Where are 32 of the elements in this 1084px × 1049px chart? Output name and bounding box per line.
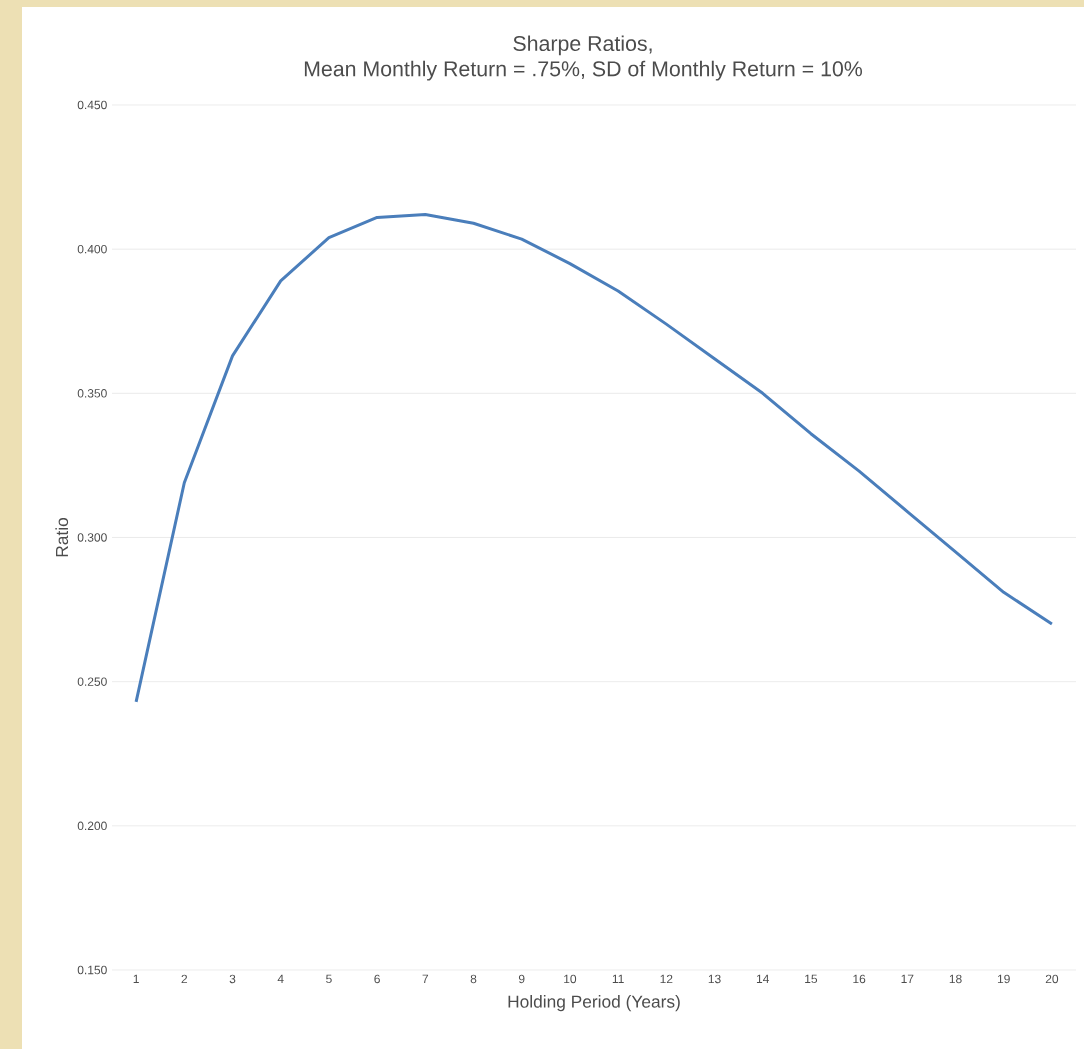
x-tick-label: 6 bbox=[374, 974, 380, 984]
x-tick-label: 16 bbox=[853, 974, 866, 984]
y-tick-label: 0.400 bbox=[77, 244, 107, 254]
x-tick-label: 1 bbox=[133, 974, 139, 983]
y-tick-label: 0.150 bbox=[77, 965, 107, 975]
x-tick-label: 14 bbox=[756, 974, 770, 983]
y-tick-label: 0.250 bbox=[77, 677, 107, 686]
x-tick-label: 5 bbox=[326, 974, 332, 984]
x-tick-label: 12 bbox=[660, 974, 673, 984]
x-tick-label: 2 bbox=[181, 974, 188, 984]
y-tick-label: 0.300 bbox=[77, 533, 107, 542]
y-axis-title: Ratio bbox=[55, 518, 69, 557]
x-tick-label: 19 bbox=[997, 974, 1010, 984]
x-tick-label: 9 bbox=[518, 974, 525, 984]
x-tick-label: 11 bbox=[612, 974, 624, 983]
y-tick-label: 0.350 bbox=[77, 389, 107, 398]
x-tick-label: 3 bbox=[229, 974, 236, 984]
y-tick-label: 0.450 bbox=[77, 100, 107, 110]
x-tick-label: 17 bbox=[901, 974, 914, 983]
x-tick-label: 7 bbox=[422, 974, 429, 983]
x-tick-label: 15 bbox=[805, 974, 818, 984]
x-tick-label: 8 bbox=[470, 974, 477, 984]
chart-subtitle: Mean Monthly Return = .75%, SD of Monthly Return = 10% bbox=[304, 60, 863, 81]
x-tick-label: 18 bbox=[949, 974, 962, 984]
chart-title: Sharpe Ratios, bbox=[513, 35, 652, 56]
y-tick-label: 0.200 bbox=[77, 821, 107, 831]
x-tick-label: 20 bbox=[1045, 974, 1059, 984]
x-axis-title: Holding Period (Years) bbox=[508, 995, 680, 1012]
x-tick-label: 13 bbox=[708, 974, 721, 984]
x-tick-label: 4 bbox=[277, 974, 284, 983]
x-tick-label: 10 bbox=[564, 974, 577, 984]
line-series bbox=[134, 213, 1054, 704]
